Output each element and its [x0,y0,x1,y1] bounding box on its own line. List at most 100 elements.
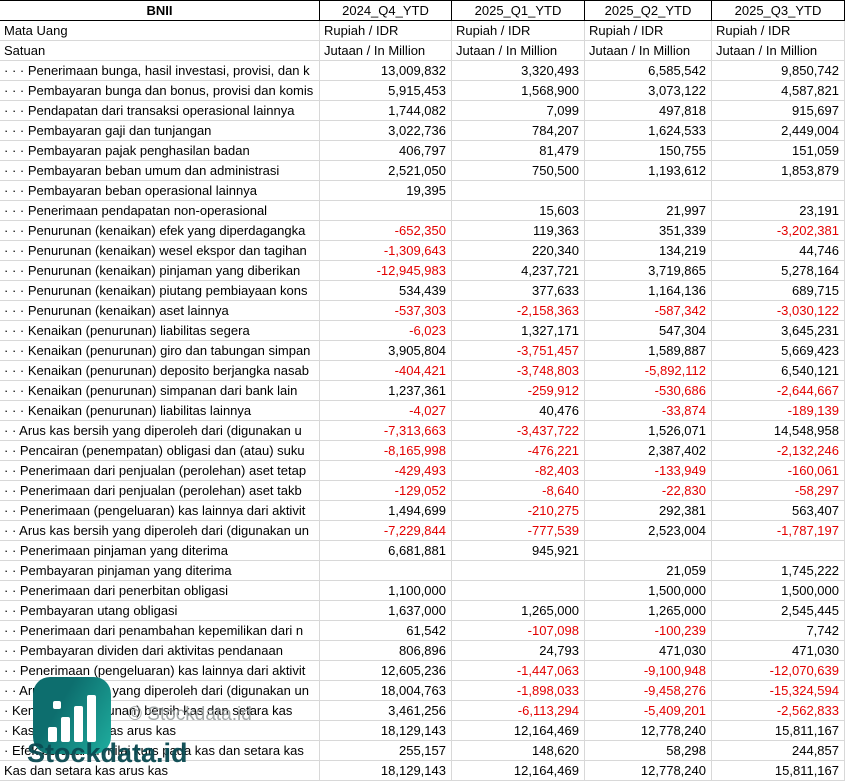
value-cell[interactable]: 40,476 [452,401,585,421]
value-cell[interactable]: 5,915,453 [320,81,452,101]
value-cell[interactable]: 3,461,256 [320,701,452,721]
value-cell[interactable]: -15,324,594 [712,681,845,701]
value-cell[interactable]: -259,912 [452,381,585,401]
value-cell[interactable]: 3,719,865 [585,261,712,281]
value-cell[interactable]: -5,409,201 [585,701,712,721]
value-cell[interactable]: 5,278,164 [712,261,845,281]
value-cell[interactable]: -7,229,844 [320,521,452,541]
value-cell[interactable]: 3,645,231 [712,321,845,341]
value-cell[interactable]: 471,030 [712,641,845,661]
value-cell[interactable]: 119,363 [452,221,585,241]
value-cell[interactable]: -537,303 [320,301,452,321]
value-cell[interactable]: 12,778,240 [585,721,712,741]
value-cell[interactable]: -210,275 [452,501,585,521]
value-cell[interactable]: 563,407 [712,501,845,521]
value-cell[interactable]: 12,605,236 [320,661,452,681]
value-cell[interactable]: -160,061 [712,461,845,481]
value-cell[interactable]: 12,164,469 [452,761,585,781]
value-cell[interactable]: -12,070,639 [712,661,845,681]
value-cell[interactable]: 15,811,167 [712,721,845,741]
value-cell[interactable]: 134,219 [585,241,712,261]
value-cell[interactable]: 1,500,000 [712,581,845,601]
value-cell[interactable] [452,561,585,581]
value-cell[interactable]: -3,030,122 [712,301,845,321]
row-label-cell[interactable]: · · · Penurunan (kenaikan) piutang pembi… [0,281,320,301]
value-cell[interactable]: -3,751,457 [452,341,585,361]
value-cell[interactable]: 12,778,240 [585,761,712,781]
value-cell[interactable]: 4,587,821 [712,81,845,101]
value-cell[interactable]: 1,193,612 [585,161,712,181]
value-cell[interactable]: -6,023 [320,321,452,341]
row-label-cell[interactable]: · · · Pembayaran beban umum dan administ… [0,161,320,181]
column-header-q3-2025[interactable]: 2025_Q3_YTD [712,1,845,21]
value-cell[interactable]: 244,857 [712,741,845,761]
value-cell[interactable]: 81,479 [452,141,585,161]
value-cell[interactable]: 377,633 [452,281,585,301]
value-cell[interactable]: 18,129,143 [320,721,452,741]
value-cell[interactable]: -2,158,363 [452,301,585,321]
row-label-cell[interactable]: · · Pembayaran pinjaman yang diterima [0,561,320,581]
value-cell[interactable]: -530,686 [585,381,712,401]
value-cell[interactable]: -3,202,381 [712,221,845,241]
value-cell[interactable]: -404,421 [320,361,452,381]
value-cell[interactable] [712,181,845,201]
value-cell[interactable]: Jutaan / In Million [320,41,452,61]
row-label-cell[interactable]: · · · Kenaikan (penurunan) liabilitas se… [0,321,320,341]
value-cell[interactable]: -3,748,803 [452,361,585,381]
value-cell[interactable]: 2,387,402 [585,441,712,461]
value-cell[interactable]: -429,493 [320,461,452,481]
value-cell[interactable]: 2,449,004 [712,121,845,141]
value-cell[interactable]: -1,787,197 [712,521,845,541]
value-cell[interactable] [452,181,585,201]
row-label-cell[interactable]: · · · Pendapatan dari transaksi operasio… [0,101,320,121]
row-label-cell[interactable]: · · Pembayaran dividen dari aktivitas pe… [0,641,320,661]
value-cell[interactable] [320,561,452,581]
value-cell[interactable]: Rupiah / IDR [712,21,845,41]
value-cell[interactable]: 7,742 [712,621,845,641]
row-label-cell[interactable]: · · Pencairan (penempatan) obligasi dan … [0,441,320,461]
row-label-cell[interactable]: · · Penerimaan dari penjualan (perolehan… [0,481,320,501]
value-cell[interactable]: -777,539 [452,521,585,541]
value-cell[interactable]: 1,589,887 [585,341,712,361]
value-cell[interactable]: -33,874 [585,401,712,421]
value-cell[interactable]: 4,237,721 [452,261,585,281]
value-cell[interactable]: 1,526,071 [585,421,712,441]
value-cell[interactable]: 292,381 [585,501,712,521]
value-cell[interactable]: 2,545,445 [712,601,845,621]
value-cell[interactable]: -5,892,112 [585,361,712,381]
value-cell[interactable]: -9,458,276 [585,681,712,701]
row-label-cell[interactable]: · · · Penerimaan bunga, hasil investasi,… [0,61,320,81]
value-cell[interactable]: Jutaan / In Million [585,41,712,61]
value-cell[interactable]: 1,637,000 [320,601,452,621]
row-label-cell[interactable]: · · · Penerimaan pendapatan non-operasio… [0,201,320,221]
value-cell[interactable]: 9,850,742 [712,61,845,81]
value-cell[interactable]: -189,139 [712,401,845,421]
value-cell[interactable]: 3,073,122 [585,81,712,101]
value-cell[interactable]: -129,052 [320,481,452,501]
row-label-cell[interactable]: · · Penerimaan (pengeluaran) kas lainnya… [0,661,320,681]
value-cell[interactable]: 6,540,121 [712,361,845,381]
column-header-q4-2024[interactable]: 2024_Q4_YTD [320,1,452,21]
value-cell[interactable]: 784,207 [452,121,585,141]
value-cell[interactable]: -2,132,246 [712,441,845,461]
value-cell[interactable] [712,541,845,561]
value-cell[interactable]: 1,265,000 [452,601,585,621]
value-cell[interactable]: -2,644,667 [712,381,845,401]
value-cell[interactable]: 1,100,000 [320,581,452,601]
value-cell[interactable]: -58,297 [712,481,845,501]
value-cell[interactable]: -100,239 [585,621,712,641]
row-label-cell[interactable]: · · · Pembayaran bunga dan bonus, provis… [0,81,320,101]
value-cell[interactable]: -4,027 [320,401,452,421]
value-cell[interactable]: 44,746 [712,241,845,261]
row-label-cell[interactable]: · · Arus kas bersih yang diperoleh dari … [0,681,320,701]
value-cell[interactable]: -476,221 [452,441,585,461]
value-cell[interactable]: 23,191 [712,201,845,221]
row-label-cell[interactable]: · · Pembayaran utang obligasi [0,601,320,621]
value-cell[interactable]: 915,697 [712,101,845,121]
value-cell[interactable]: -1,309,643 [320,241,452,261]
value-cell[interactable]: 1,853,879 [712,161,845,181]
value-cell[interactable]: 945,921 [452,541,585,561]
value-cell[interactable]: -82,403 [452,461,585,481]
value-cell[interactable]: -3,437,722 [452,421,585,441]
value-cell[interactable]: 6,585,542 [585,61,712,81]
